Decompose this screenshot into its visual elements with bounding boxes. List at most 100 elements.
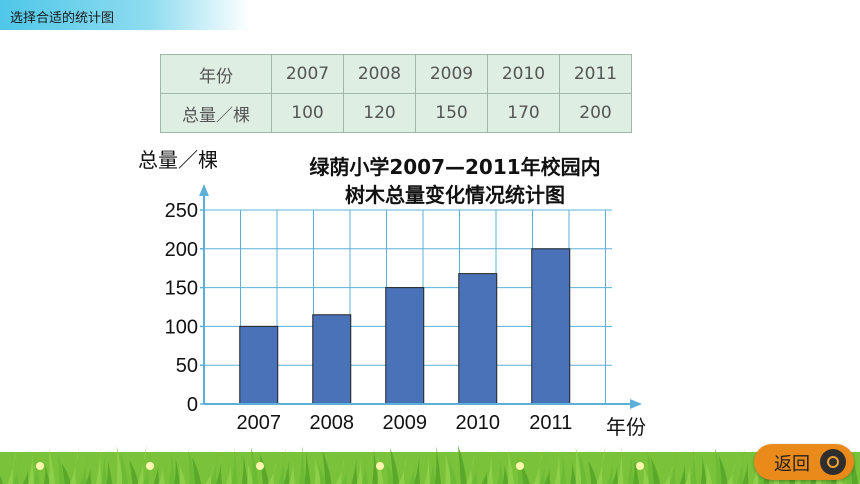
grass-blade	[714, 448, 723, 484]
y-tick-label: 100	[165, 316, 198, 338]
table-cell: 2007	[271, 54, 344, 94]
grass-blade	[61, 463, 71, 484]
grass-blade	[283, 453, 290, 484]
grass-blade	[137, 445, 147, 484]
grass-blade	[706, 463, 713, 484]
grass-blade	[278, 446, 286, 484]
grass-blade	[362, 464, 368, 484]
grass-blade	[617, 445, 624, 484]
grass-blade	[143, 452, 151, 484]
table-cell: 120	[343, 93, 416, 133]
grass-blade	[554, 448, 561, 484]
row-header: 年份	[160, 54, 272, 94]
grass-blade	[129, 460, 139, 484]
back-button[interactable]: 返回	[754, 444, 854, 480]
grass-blade	[560, 455, 567, 484]
grass-blade	[737, 447, 745, 484]
data-table: 年份 2007 2008 2009 2010 2011 总量／棵 100 120…	[160, 54, 632, 133]
grass-blade	[575, 447, 582, 484]
grass-blade	[33, 457, 40, 484]
y-tick-label: 0	[187, 394, 198, 416]
grass-blade	[643, 466, 650, 484]
grass-blade	[158, 466, 165, 484]
grass-blade	[700, 456, 707, 484]
table-cell: 2011	[559, 54, 632, 94]
chart-title: 绿荫小学2007—2011年校园内	[309, 155, 600, 179]
bar	[239, 325, 279, 405]
grass-blade	[268, 461, 278, 484]
grass-blade	[685, 464, 692, 484]
grass-blade	[153, 459, 160, 484]
flower	[636, 462, 644, 470]
grass-blade	[471, 459, 479, 484]
grass-blade	[390, 448, 400, 484]
y-tick-label: 50	[176, 355, 198, 377]
grass-blade	[664, 465, 674, 484]
grass-blade	[314, 459, 321, 484]
table-row: 总量／棵 100 120 150 170 200	[160, 93, 632, 133]
grass-blade	[445, 453, 452, 484]
grass-blade	[304, 452, 311, 484]
flower	[36, 462, 44, 470]
grass-blade	[508, 450, 514, 484]
x-tick-label: 2009	[383, 412, 428, 434]
grass-blade	[179, 465, 186, 484]
grass-blade	[497, 458, 504, 484]
flower	[256, 462, 264, 470]
header-bar: 选择合适的统计图	[0, 0, 250, 30]
grass-blade	[7, 451, 17, 484]
grass-blade	[259, 454, 269, 484]
y-axis-label: 总量／棵	[138, 148, 218, 172]
grass-blade	[579, 454, 587, 484]
grass-blade	[539, 456, 547, 484]
table-cell: 150	[415, 93, 488, 133]
table-row: 年份 2007 2008 2009 2010 2011	[160, 54, 632, 94]
table-cell: 100	[271, 93, 344, 133]
grass-blade	[12, 458, 21, 484]
grass-blade	[502, 465, 509, 484]
grass-blade	[28, 450, 35, 484]
grass-blade	[481, 466, 488, 484]
grass-blade	[424, 454, 431, 484]
grass-blade	[570, 462, 577, 484]
row-header: 总量／棵	[160, 93, 272, 133]
grass-blade	[449, 460, 457, 484]
grass-blade	[0, 475, 3, 484]
grass-blade	[487, 451, 494, 484]
grass-blade	[669, 450, 678, 484]
bar	[312, 314, 352, 405]
grass-blade	[742, 454, 749, 484]
grass-blade	[414, 447, 421, 484]
grass-blade	[752, 461, 759, 484]
grass-blade	[226, 463, 233, 484]
grass-blade	[466, 452, 476, 484]
grass-blade	[216, 456, 222, 484]
bar	[385, 287, 425, 405]
grass-blade	[101, 454, 108, 484]
grass-blade	[57, 456, 66, 484]
grass-blade	[210, 449, 219, 484]
grass-blade	[612, 460, 619, 484]
grass-blade	[299, 445, 306, 484]
grass-blade	[289, 460, 295, 484]
y-axis-arrow	[199, 184, 209, 196]
bar	[531, 248, 571, 405]
grass-blade	[386, 463, 394, 484]
chart-subtitle: 树木总量变化情况统计图	[345, 183, 565, 207]
grass-blade	[318, 466, 327, 484]
grass-blade	[651, 458, 660, 484]
grass-blade	[429, 461, 436, 484]
y-tick-label: 200	[165, 239, 198, 261]
grass-blade	[231, 448, 238, 484]
x-tick-label: 2011	[529, 412, 572, 434]
grass-blade	[192, 457, 202, 484]
back-icon	[820, 449, 846, 475]
grass-blade	[606, 453, 615, 484]
x-tick-label: 2008	[310, 412, 355, 434]
page-title: 选择合适的统计图	[10, 11, 115, 26]
flower	[516, 462, 524, 470]
grass-blade	[188, 450, 196, 484]
grass-blade	[544, 463, 551, 484]
grass-blade	[679, 457, 686, 484]
